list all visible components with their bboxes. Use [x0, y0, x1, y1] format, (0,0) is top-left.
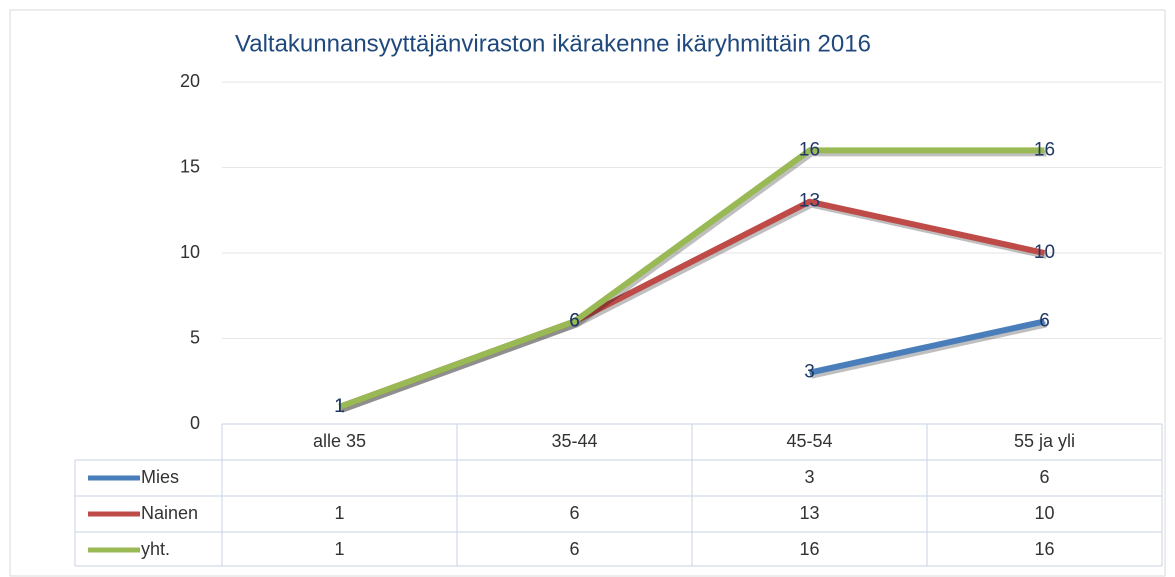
x-tick-label: 55 ja yli	[1014, 431, 1075, 451]
legend-label: Nainen	[141, 503, 198, 523]
y-tick-label: 15	[180, 156, 200, 176]
y-tick-label: 10	[180, 242, 200, 262]
x-tick-label: 35-44	[551, 431, 597, 451]
data-label: 16	[1034, 139, 1055, 160]
table-cell: 6	[569, 539, 579, 559]
data-label: 1	[334, 396, 345, 417]
table-cell: 16	[799, 539, 819, 559]
series-line	[338, 147, 1045, 410]
legend-label: yht.	[141, 539, 170, 559]
data-label: 16	[799, 139, 820, 160]
table-cell: 6	[569, 503, 579, 523]
chart-frame	[9, 9, 1166, 577]
table-cell: 1	[334, 539, 344, 559]
chart-title: Valtakunnansyyttäjänviraston ikärakenne …	[235, 30, 871, 57]
data-label: 13	[799, 191, 820, 212]
table-cell: 6	[1039, 467, 1049, 487]
y-tick-label: 20	[180, 71, 200, 91]
line-shadow	[810, 321, 1048, 379]
data-label: 6	[569, 310, 580, 331]
series-line	[808, 318, 1046, 376]
table-cell: 13	[799, 503, 819, 523]
table-cell: 1	[334, 503, 344, 523]
y-tick-label: 5	[190, 327, 200, 347]
table-cell: 16	[1034, 539, 1054, 559]
data-label: 3	[804, 362, 815, 383]
y-tick-label: 0	[190, 413, 200, 433]
x-tick-label: alle 35	[313, 431, 366, 451]
table-cell: 10	[1034, 503, 1054, 523]
x-tick-label: 45-54	[786, 431, 832, 451]
data-label: 1	[334, 396, 345, 417]
data-label: 10	[1034, 242, 1055, 263]
legend-label: Mies	[141, 467, 179, 487]
data-label: 6	[1039, 310, 1050, 331]
table-cell: 3	[804, 467, 814, 487]
data-label: 6	[569, 310, 580, 331]
